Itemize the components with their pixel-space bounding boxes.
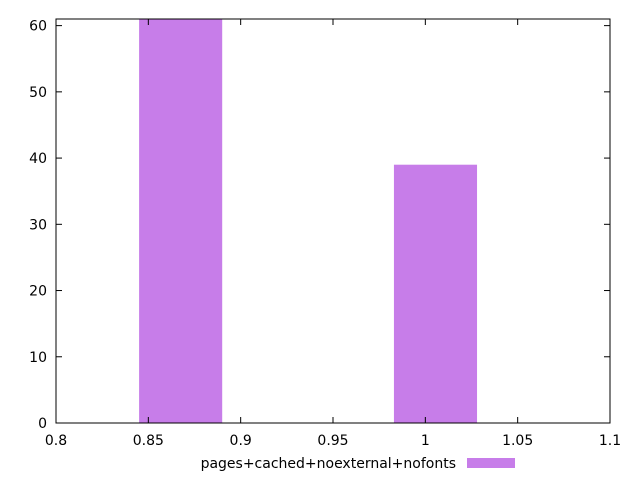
- legend-label-0: pages+cached+noexternal+nofonts: [201, 456, 456, 472]
- legend-swatch-0: [467, 458, 515, 468]
- y-tick-label-5: 50: [29, 85, 47, 101]
- y-tick-label-0: 0: [38, 416, 47, 432]
- bar-0-1: [393, 164, 478, 423]
- x-tick-label-6: 1.1: [599, 433, 621, 449]
- y-tick-label-6: 60: [29, 19, 47, 35]
- y-tick-label-3: 30: [29, 217, 47, 233]
- legend: pages+cached+noexternal+nofonts: [201, 456, 515, 472]
- bar-0-0: [139, 19, 223, 423]
- ticks-layer: 0.8 0.85 0.9 0.95 1 1.05 1.1 0 10 20 30 40 50 60: [29, 19, 621, 449]
- x-tick-label-2: 0.9: [230, 433, 252, 449]
- bars-layer: [139, 19, 478, 423]
- x-tick-label-1: 0.85: [133, 433, 164, 449]
- x-tick-label-3: 0.95: [317, 433, 348, 449]
- x-tick-label-5: 1.05: [502, 433, 533, 449]
- y-tick-label-4: 40: [29, 151, 47, 167]
- y-tick-label-1: 10: [29, 350, 47, 366]
- y-tick-label-2: 20: [29, 284, 47, 300]
- x-tick-label-4: 1: [421, 433, 430, 449]
- x-tick-label-0: 0.8: [45, 433, 67, 449]
